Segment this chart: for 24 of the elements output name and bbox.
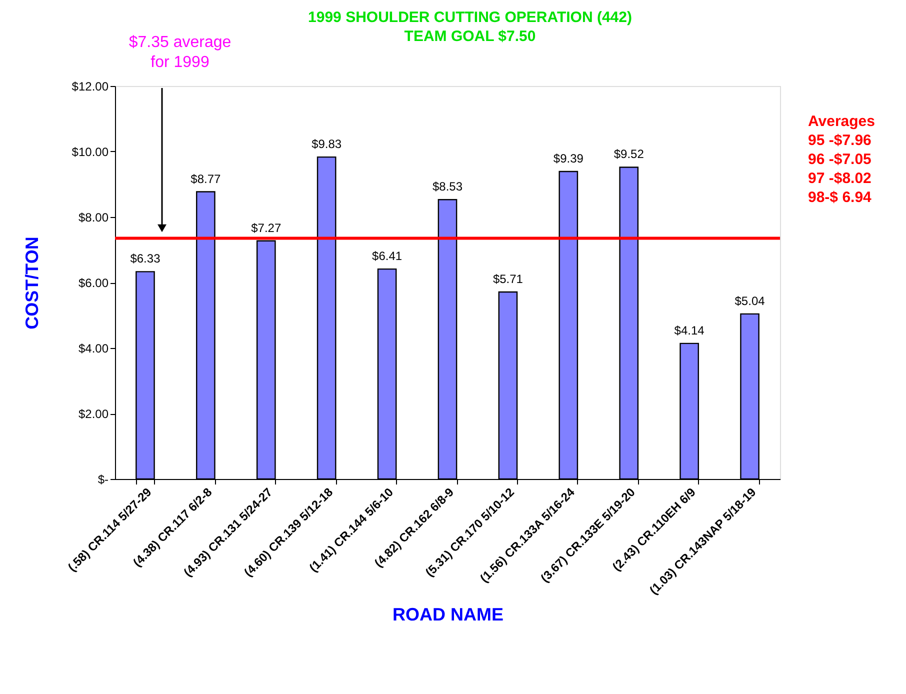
y-tick-label: $6.00: [78, 276, 109, 290]
y-tick-label: $8.00: [78, 210, 109, 224]
x-axis-title: ROAD NAME: [392, 604, 504, 625]
y-tick-label: $10.00: [72, 145, 109, 159]
data-label: $7.27: [251, 220, 282, 235]
data-label: $9.52: [614, 147, 644, 162]
data-label: $8.77: [190, 172, 222, 186]
y-axis-title: COST/TON: [22, 236, 42, 330]
data-label: $9.83: [312, 137, 342, 152]
text: TEAM GOAL $7.50: [404, 28, 536, 45]
text: Averages 95 -$7.96 96 -$7.05 97 -$8.02 98-$ 6.94: [808, 113, 875, 206]
data-label: $6.33: [130, 252, 161, 266]
data-label: $9.39: [553, 151, 584, 166]
y-tick-label: $2.00: [78, 407, 109, 421]
text: $7.35 average for 1999: [128, 34, 232, 71]
data-label: $8.53: [432, 180, 463, 194]
y-tick-label: $12.00: [72, 80, 109, 94]
y-tick-label: $-: [98, 472, 108, 486]
text: 1999 SHOULDER CUTTING OPERATION (442): [308, 9, 632, 26]
data-label: $4.14: [674, 323, 705, 338]
data-label: $5.04: [734, 294, 766, 308]
y-tick-label: $4.00: [78, 342, 109, 356]
data-label: $5.71: [492, 272, 524, 286]
data-label: $6.41: [372, 249, 402, 264]
